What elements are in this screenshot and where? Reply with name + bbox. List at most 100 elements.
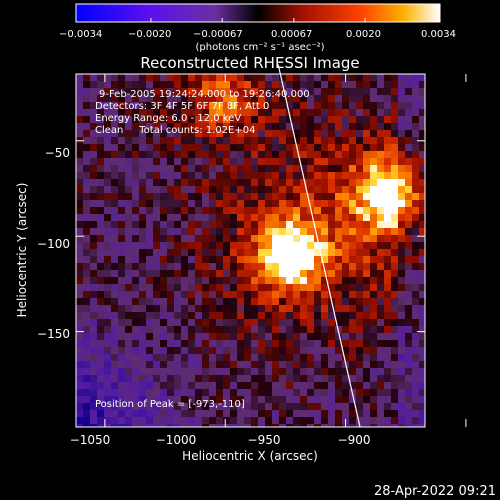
- heatmap-cell: [370, 291, 378, 299]
- colorbar-tick-label-5: 0.0034: [421, 29, 456, 40]
- heatmap-cell: [237, 424, 245, 427]
- heatmap-cell: [363, 179, 371, 187]
- heatmap-cell: [349, 221, 357, 229]
- heatmap-cell: [412, 417, 420, 425]
- heatmap-cell: [216, 81, 224, 89]
- heatmap-cell: [104, 263, 112, 271]
- heatmap-cell: [251, 165, 259, 173]
- heatmap-cell: [160, 284, 168, 292]
- heatmap-cell: [139, 221, 147, 229]
- heatmap-cell: [377, 109, 385, 117]
- heatmap-cell: [251, 424, 259, 427]
- heatmap-cell: [118, 354, 126, 362]
- heatmap-cell: [286, 228, 294, 236]
- heatmap-cell: [223, 88, 231, 96]
- heatmap-cell: [293, 298, 301, 306]
- heatmap-cell: [209, 389, 217, 397]
- heatmap-cell: [125, 263, 133, 271]
- heatmap-cell: [174, 193, 182, 201]
- heatmap-cell: [342, 347, 350, 355]
- heatmap-cell: [118, 368, 126, 376]
- heatmap-cell: [167, 130, 175, 138]
- heatmap-cell: [188, 410, 196, 418]
- heatmap-cell: [174, 200, 182, 208]
- heatmap-cell: [174, 403, 182, 411]
- heatmap-cell: [412, 193, 420, 201]
- heatmap-cell: [272, 193, 280, 201]
- heatmap-cell: [356, 74, 364, 82]
- heatmap-cell: [237, 88, 245, 96]
- heatmap-cell: [132, 102, 140, 110]
- heatmap-cell: [139, 382, 147, 390]
- heatmap-cell: [272, 235, 280, 243]
- heatmap-cell: [272, 221, 280, 229]
- heatmap-cell: [216, 326, 224, 334]
- heatmap-cell: [202, 95, 210, 103]
- heatmap-cell: [244, 284, 252, 292]
- heatmap-cell: [223, 116, 231, 124]
- heatmap-cell: [237, 165, 245, 173]
- heatmap-cell: [321, 410, 329, 418]
- heatmap-cell: [419, 305, 425, 313]
- heatmap-cell: [125, 382, 133, 390]
- y-tick-label-1: −100: [37, 237, 70, 251]
- heatmap-cell: [181, 88, 189, 96]
- heatmap-cell: [370, 186, 378, 194]
- heatmap-cell: [118, 151, 126, 159]
- heatmap-cell: [97, 333, 105, 341]
- heatmap-cell: [83, 102, 91, 110]
- heatmap-cell: [160, 235, 168, 243]
- heatmap-cell: [111, 340, 119, 348]
- heatmap-cell: [216, 95, 224, 103]
- heatmap-cell: [174, 368, 182, 376]
- heatmap-cell: [174, 235, 182, 243]
- heatmap-cell: [76, 165, 84, 173]
- heatmap-cell: [174, 88, 182, 96]
- heatmap-cell: [76, 417, 84, 425]
- heatmap-cell: [237, 305, 245, 313]
- heatmap-cell: [125, 165, 133, 173]
- heatmap-cell: [125, 277, 133, 285]
- heatmap-cell: [188, 109, 196, 117]
- heatmap-cell: [83, 116, 91, 124]
- heatmap-cell: [125, 193, 133, 201]
- heatmap-cell: [237, 333, 245, 341]
- heatmap-cell: [272, 74, 280, 82]
- heatmap-cell: [356, 326, 364, 334]
- heatmap-cell: [300, 81, 308, 89]
- heatmap-cell: [391, 221, 399, 229]
- heatmap-cell: [139, 256, 147, 264]
- heatmap-cell: [279, 74, 287, 82]
- heatmap-cell: [230, 417, 238, 425]
- heatmap-cell: [251, 186, 259, 194]
- heatmap-cell: [314, 277, 322, 285]
- heatmap-cell: [349, 340, 357, 348]
- heatmap-cell: [146, 193, 154, 201]
- heatmap-cell: [377, 81, 385, 89]
- heatmap-cell: [216, 158, 224, 166]
- heatmap-cell: [139, 158, 147, 166]
- heatmap-cell: [90, 347, 98, 355]
- heatmap-cell: [251, 354, 259, 362]
- heatmap-cell: [90, 361, 98, 369]
- heatmap-cell: [132, 228, 140, 236]
- heatmap-cell: [384, 340, 392, 348]
- heatmap-cell: [111, 81, 119, 89]
- heatmap-cell: [321, 382, 329, 390]
- heatmap-cell: [237, 130, 245, 138]
- heatmap-cell: [405, 333, 413, 341]
- heatmap-cell: [188, 396, 196, 404]
- heatmap-cell: [195, 326, 203, 334]
- heatmap-cell: [314, 158, 322, 166]
- heatmap-cell: [342, 291, 350, 299]
- heatmap-cell: [293, 165, 301, 173]
- heatmap-cell: [398, 179, 406, 187]
- heatmap-cell: [251, 389, 259, 397]
- heatmap-cell: [370, 137, 378, 145]
- heatmap-cell: [265, 193, 273, 201]
- heatmap-cell: [405, 130, 413, 138]
- heatmap-cell: [132, 207, 140, 215]
- heatmap-cell: [167, 333, 175, 341]
- heatmap-cell: [286, 186, 294, 194]
- heatmap-cell: [419, 102, 425, 110]
